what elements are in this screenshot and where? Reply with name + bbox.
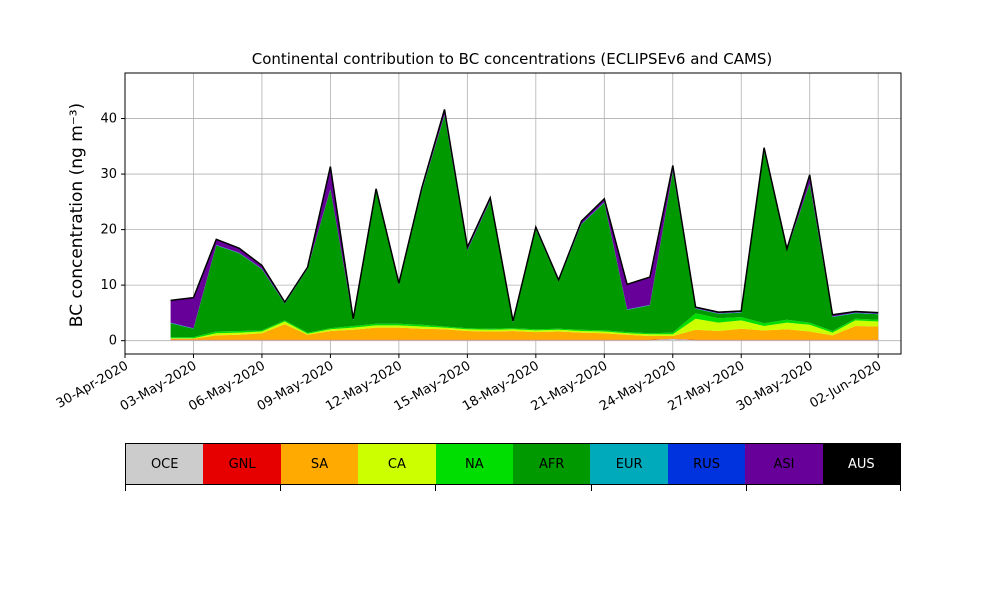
x-tick-label: 02-Jun-2020 [807,358,884,411]
colorbar-cell-na: NA [435,444,514,484]
y-tick-label: 20 [100,223,117,238]
y-tick-label: 40 [100,112,117,127]
x-tick-label: 15-May-2020 [392,358,474,414]
area-afr [170,115,879,338]
series-colorbar-legend: OCE GNL SA CA NA AFR EUR RUS ASI AUS [125,443,901,485]
y-tick-label: 0 [109,334,117,349]
chart-title: Continental contribution to BC concentra… [252,50,773,68]
area-gnl [170,338,879,341]
x-tick-label: 12-May-2020 [323,358,405,414]
colorbar-cell-rus: RUS [667,444,746,484]
area-oce [170,339,879,341]
colorbar-tick [280,485,282,491]
colorbar-tick [590,485,592,491]
y-tick-label: 10 [100,278,117,293]
area-na [170,313,879,339]
area-sa [170,324,879,340]
colorbar-cell-sa: SA [280,444,359,484]
colorbar-cell-ca: CA [358,444,436,484]
area-series [170,109,879,341]
y-axis-label: BC concentration (ng m⁻³) [67,103,87,327]
colorbar-tick [125,485,126,491]
y-tick-label: 30 [100,167,117,182]
colorbar-tick [435,485,437,491]
area-ca [170,318,879,339]
x-tick-label: 18-May-2020 [460,358,542,414]
colorbar-cell-asi: ASI [745,444,823,484]
x-tick-label: 03-May-2020 [118,358,200,414]
x-tick-label: 09-May-2020 [255,358,337,414]
total-outline [170,109,879,322]
x-tick-label: 30-May-2020 [734,358,816,414]
colorbar-cell-afr: AFR [513,444,591,484]
x-tick-label: 27-May-2020 [666,358,748,414]
colorbar-cell-eur: EUR [590,444,668,484]
colorbar-cell-gnl: GNL [203,444,281,484]
x-tick-label: 21-May-2020 [529,358,611,414]
colorbar-cell-aus: AUS [822,444,901,484]
colorbar-ticks [125,485,901,491]
colorbar-tick [900,485,901,491]
plot-frame [124,72,902,355]
colorbar-cell-oce: OCE [126,444,204,484]
colorbar-tick [745,485,747,491]
x-tick-label: 06-May-2020 [186,358,268,414]
x-tick-label: 24-May-2020 [597,358,679,414]
